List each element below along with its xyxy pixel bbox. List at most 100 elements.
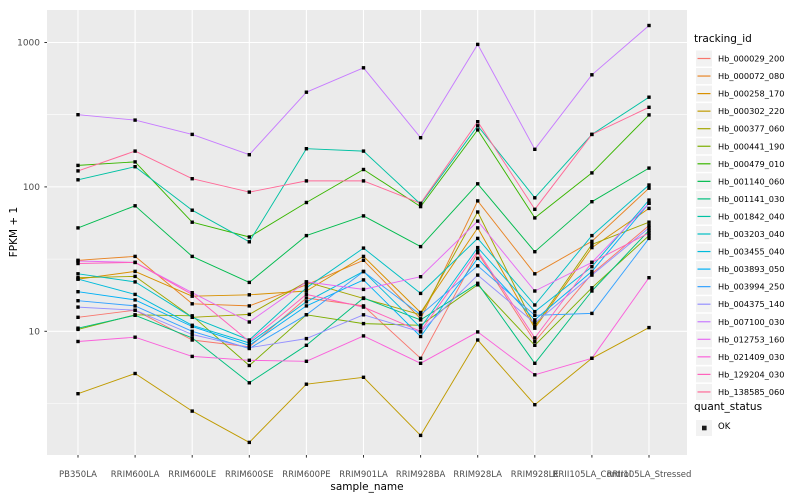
data-point [76,277,80,281]
data-point [304,313,309,317]
data-point [76,290,80,294]
data-point [133,260,137,265]
data-point [247,339,251,344]
data-point [247,312,251,317]
legend-label: Hb_129204_030 [718,369,784,379]
data-point [418,201,423,205]
data-point [361,269,366,274]
data-point [418,244,423,249]
data-point [247,440,251,445]
data-point [361,246,366,250]
data-point [190,302,194,306]
data-point [533,336,537,340]
data-point [190,336,194,340]
data-point [418,313,423,317]
data-point [76,261,80,266]
data-point [304,300,309,304]
data-point [476,219,480,223]
data-point [133,335,137,339]
quant-legend-label: OK [718,422,731,432]
data-point [304,280,309,284]
data-point [418,361,423,365]
data-point [476,245,480,250]
data-point [361,375,366,379]
data-point [647,201,651,205]
data-point [533,196,537,200]
data-point [590,311,594,316]
data-point [361,258,366,262]
data-point [476,226,480,230]
data-point [304,233,309,238]
data-point [76,339,80,344]
data-point [418,136,423,140]
legend-label: Hb_003455_040 [718,247,784,257]
data-point [533,321,537,325]
data-point [247,346,251,350]
data-point [133,280,137,284]
data-point [133,298,137,302]
data-point [190,220,194,224]
data-point [133,254,137,259]
data-point [304,296,309,300]
data-point [304,343,309,347]
x-tick-label: RRII105LA_Control [553,470,632,480]
data-point [590,356,594,360]
data-point [247,235,251,239]
data-point [590,233,594,238]
data-point [647,276,651,280]
data-point [647,23,651,28]
legend-label: Hb_021409_030 [718,352,784,362]
data-point [304,304,309,308]
data-point [361,167,366,172]
data-point [476,249,480,253]
y-tick-label: 1000 [17,39,40,49]
y-tick-label: 100 [23,183,40,193]
data-point [133,371,137,376]
data-point [304,359,309,363]
data-point [418,318,423,322]
data-point [361,278,366,282]
data-point [418,275,423,279]
data-point [304,90,309,94]
data-point [647,206,651,211]
data-point [418,325,423,330]
data-point [361,214,366,218]
legend-label: Hb_000302_220 [718,106,784,116]
data-point [361,254,366,259]
data-point [190,324,194,329]
data-point [590,289,594,293]
legend-title: tracking_id [694,33,752,45]
legend-label: Hb_000441_190 [718,141,784,151]
data-point [476,42,480,47]
data-point [647,233,651,238]
data-point [133,160,137,164]
data-point [247,343,251,347]
data-point [304,292,309,297]
data-point [133,165,137,169]
legend-label: Hb_001141_030 [718,194,784,204]
data-point [190,177,194,181]
x-tick-label: RRIM928LE [511,470,559,480]
data-point [418,323,423,327]
data-point [361,66,366,70]
data-point [533,318,537,322]
data-point [476,236,480,241]
data-point [190,208,194,212]
data-point [190,329,194,333]
data-point [76,259,80,263]
data-point [190,338,194,342]
data-point [590,260,594,265]
data-point [533,361,537,365]
data-point [590,242,594,247]
data-point [304,179,309,183]
data-point [533,339,537,344]
x-tick-label: RRIM928BA [396,470,446,480]
data-point [247,280,251,285]
data-point [418,433,423,438]
data-point [247,381,251,385]
data-point [361,287,366,292]
data-point [533,326,537,330]
data-point [533,324,537,329]
quant-legend-title: quant_status [694,401,763,413]
data-point [647,183,651,187]
